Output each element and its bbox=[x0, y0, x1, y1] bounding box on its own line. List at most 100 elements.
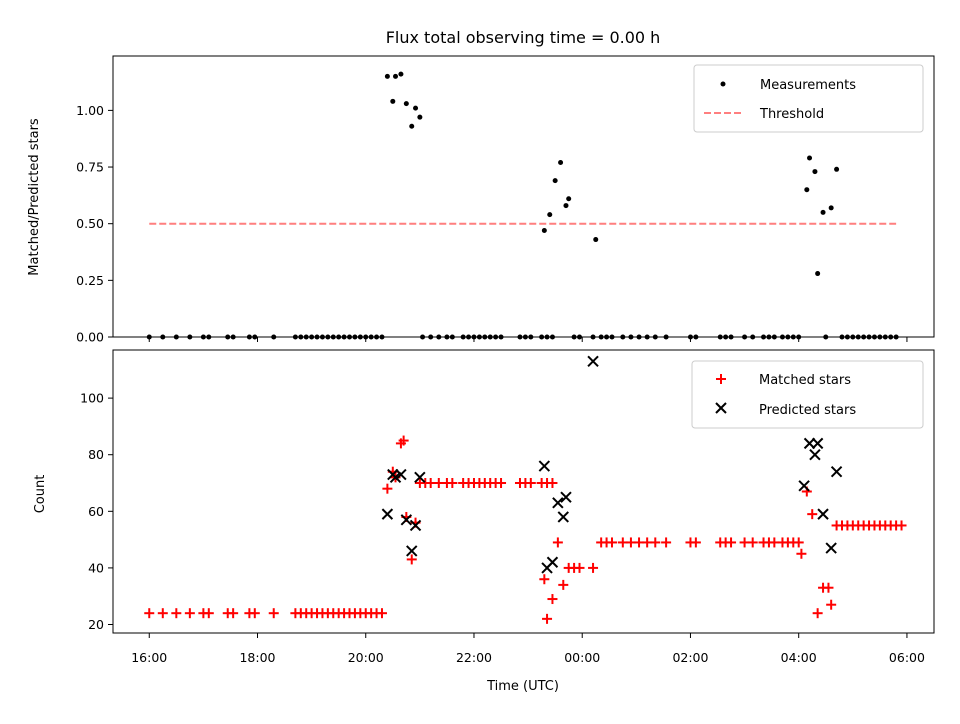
top-legend: Measurements Threshold bbox=[693, 64, 924, 133]
bottom-y-tick-label: 40 bbox=[88, 560, 104, 575]
bottom-y-tick-label: 80 bbox=[88, 447, 104, 462]
predicted-star-point bbox=[395, 468, 407, 481]
legend-predicted-stars: Predicted stars bbox=[759, 403, 856, 418]
bottom-y-tick-label: 60 bbox=[88, 504, 104, 519]
measurement-point bbox=[812, 169, 818, 175]
top-y-axis-label: Matched/Predicted stars bbox=[27, 118, 42, 276]
matched-star-point bbox=[552, 537, 563, 548]
bottom-y-tick-label: 20 bbox=[88, 617, 104, 632]
matched-star-point bbox=[228, 608, 239, 619]
legend-matched-stars: Matched stars bbox=[759, 373, 851, 388]
matched-star-point bbox=[796, 548, 807, 559]
matched-star-point bbox=[144, 608, 155, 619]
measurement-point bbox=[807, 155, 813, 161]
measurement-point bbox=[815, 271, 821, 277]
predicted-star-point bbox=[825, 542, 837, 554]
matched-star-point bbox=[747, 537, 758, 548]
x-tick-label: 22:00 bbox=[456, 650, 492, 665]
matched-star-point bbox=[171, 608, 182, 619]
top-axes-frame bbox=[112, 55, 935, 338]
top-y-tick-label: 0.75 bbox=[76, 160, 104, 175]
matched-star-point bbox=[574, 562, 585, 573]
measurement-point bbox=[820, 209, 826, 215]
x-tick-label: 00:00 bbox=[564, 650, 600, 665]
predicted-star-point bbox=[817, 508, 829, 520]
predicted-star-point bbox=[811, 437, 824, 450]
predicted-star-point bbox=[409, 519, 422, 532]
matched-star-point bbox=[650, 537, 661, 548]
predicted-star-point bbox=[560, 491, 572, 503]
x-tick-label: 02:00 bbox=[672, 650, 708, 665]
matched-star-point bbox=[588, 562, 599, 573]
measurement-point bbox=[563, 203, 569, 209]
legend-predicted-marker bbox=[715, 402, 727, 414]
matched-star-point bbox=[558, 579, 569, 590]
matched-star-point bbox=[726, 537, 737, 548]
top-y-tick-label: 0.50 bbox=[76, 216, 104, 231]
predicted-star-point bbox=[400, 514, 413, 526]
matched-star-point bbox=[157, 608, 168, 619]
matched-star-point bbox=[398, 435, 409, 446]
measurement-point bbox=[393, 73, 399, 79]
matched-star-point bbox=[382, 483, 393, 494]
matched-star-point bbox=[812, 608, 823, 619]
matched-star-point bbox=[547, 594, 558, 605]
top-y-tick-label: 0.00 bbox=[76, 330, 104, 345]
measurement-point bbox=[558, 160, 564, 166]
legend-matched-marker bbox=[716, 374, 726, 384]
measurement-point bbox=[566, 196, 572, 202]
predicted-star-point bbox=[557, 511, 569, 523]
predicted-star-point bbox=[803, 437, 816, 450]
matched-star-point bbox=[184, 608, 195, 619]
measurement-point bbox=[834, 166, 840, 172]
predicted-star-point bbox=[546, 556, 559, 568]
predicted-star-point bbox=[414, 471, 426, 484]
x-tick-label: 06:00 bbox=[889, 650, 925, 665]
measurement-point bbox=[398, 71, 404, 77]
top-y-tick-label: 1.00 bbox=[76, 103, 104, 118]
matched-star-point bbox=[406, 554, 417, 565]
top-y-tick-label: 0.25 bbox=[76, 273, 104, 288]
x-tick-label: 04:00 bbox=[781, 650, 817, 665]
x-tick-label: 16:00 bbox=[131, 650, 167, 665]
matched-star-point bbox=[690, 537, 701, 548]
predicted-star-point bbox=[552, 497, 564, 509]
matched-star-point bbox=[823, 582, 834, 593]
predicted-star-point bbox=[830, 465, 843, 478]
predicted-star-point bbox=[587, 355, 599, 368]
measurement-point bbox=[390, 98, 396, 104]
measurement-point bbox=[552, 178, 558, 184]
measurement-point bbox=[403, 101, 409, 107]
measurement-point bbox=[547, 212, 553, 218]
bottom-axes-frame bbox=[112, 349, 935, 634]
x-tick-label: 20:00 bbox=[348, 650, 384, 665]
top-panel: 0.00 0.25 0.50 0.75 1.00 Matched/Predicted s… bbox=[27, 55, 935, 345]
predicted-star-point bbox=[389, 471, 402, 484]
matched-star-point bbox=[496, 478, 507, 489]
bottom-y-axis-label: Count bbox=[33, 475, 48, 514]
measurement-point bbox=[384, 73, 390, 79]
measurement-point bbox=[593, 237, 599, 243]
measurement-point bbox=[541, 227, 547, 233]
bottom-panel: 20 40 60 80 100 16:00 18:00 20:00 22:00 00:00 02:… bbox=[33, 349, 935, 694]
predicted-star-point bbox=[798, 480, 810, 492]
measurement-point bbox=[409, 123, 415, 129]
predicted-star-point bbox=[809, 449, 821, 461]
matched-star-point bbox=[793, 537, 804, 548]
matched-star-point bbox=[268, 608, 279, 619]
matched-star-point bbox=[896, 520, 907, 531]
predicted-star-point bbox=[406, 545, 418, 557]
legend-measurement-marker bbox=[720, 81, 726, 87]
matched-star-point bbox=[826, 599, 837, 610]
matched-star-point bbox=[249, 608, 260, 619]
chart-title: Flux total observing time = 0.00 h bbox=[386, 28, 661, 47]
x-axis-label: Time (UTC) bbox=[486, 679, 559, 694]
matched-star-point bbox=[539, 574, 550, 585]
measurement-point bbox=[804, 187, 810, 193]
measurement-point bbox=[417, 114, 423, 120]
matched-star-point bbox=[606, 537, 617, 548]
matched-star-point bbox=[525, 478, 536, 489]
measurement-point bbox=[413, 105, 419, 111]
predicted-star-point bbox=[381, 508, 394, 520]
